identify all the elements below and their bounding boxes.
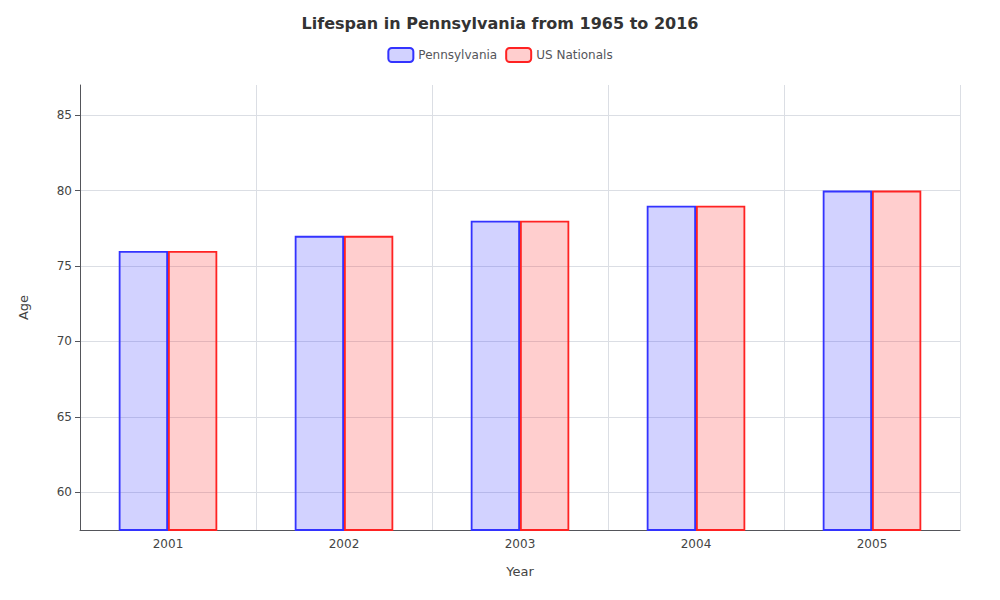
svg-text:2003: 2003: [505, 537, 536, 551]
svg-text:80: 80: [57, 184, 72, 198]
svg-text:Age: Age: [16, 295, 31, 320]
svg-text:85: 85: [57, 108, 72, 122]
svg-text:US Nationals: US Nationals: [536, 48, 612, 62]
svg-text:Pennsylvania: Pennsylvania: [418, 48, 497, 62]
svg-text:Lifespan in Pennsylvania from: Lifespan in Pennsylvania from 1965 to 20…: [302, 14, 699, 33]
svg-text:60: 60: [57, 485, 72, 499]
svg-text:75: 75: [57, 259, 72, 273]
svg-text:2004: 2004: [681, 537, 712, 551]
svg-text:2002: 2002: [329, 537, 360, 551]
svg-text:Year: Year: [505, 564, 534, 579]
svg-text:2005: 2005: [857, 537, 888, 551]
svg-text:2001: 2001: [153, 537, 184, 551]
svg-text:70: 70: [57, 334, 72, 348]
svg-text:65: 65: [57, 410, 72, 424]
